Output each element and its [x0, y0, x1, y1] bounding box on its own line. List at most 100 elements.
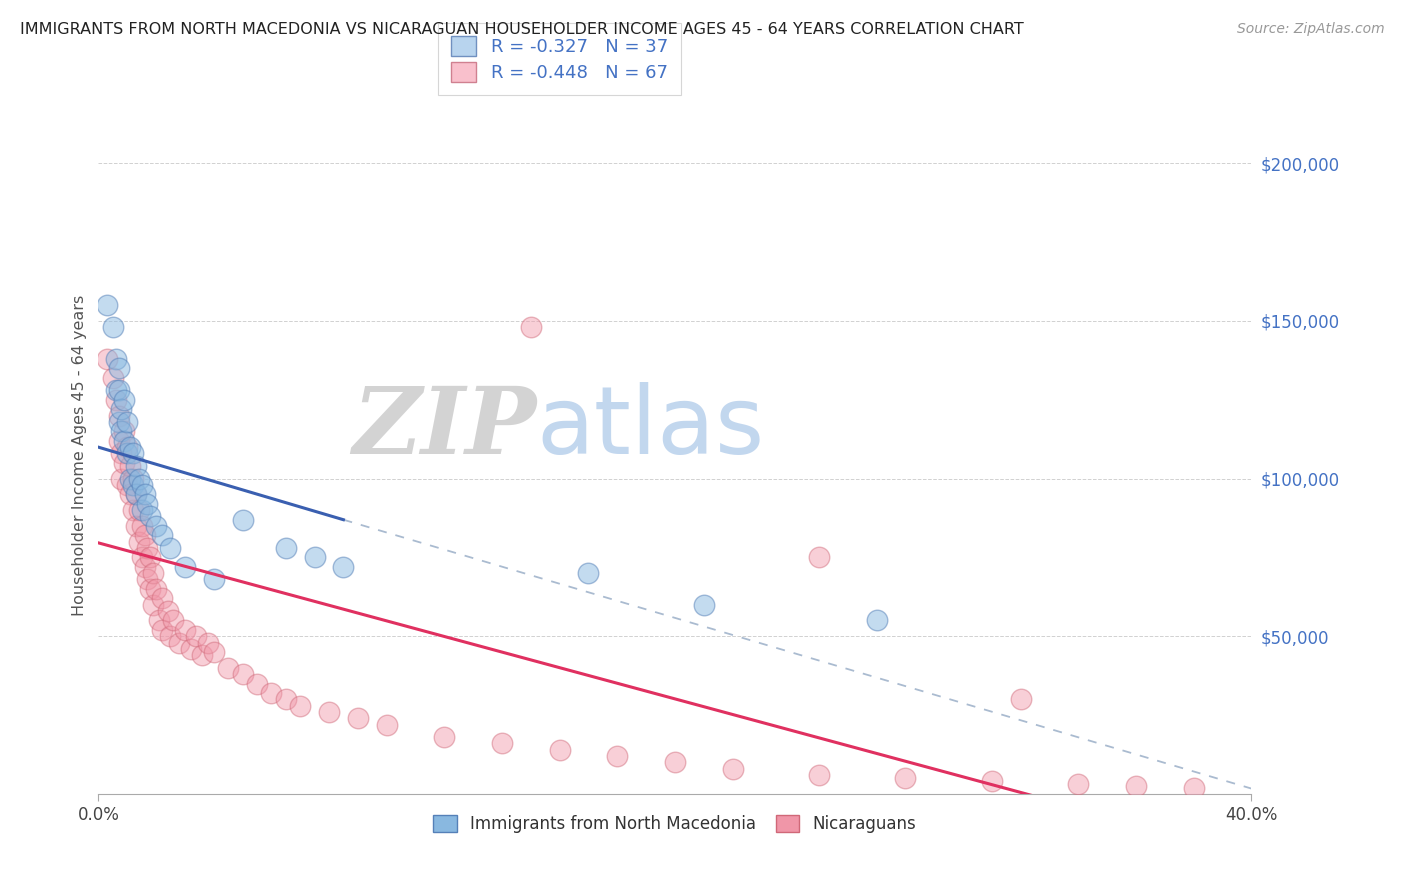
Point: [136, 573, 159, 587]
Point: [894, 771, 917, 785]
Point: [202, 645, 225, 659]
Legend: Immigrants from North Macedonia, Nicaraguans: Immigrants from North Macedonia, Nicarag…: [426, 808, 924, 839]
Point: [107, 409, 129, 423]
Point: [134, 528, 156, 542]
Point: [120, 472, 142, 486]
Point: [125, 458, 148, 473]
Point: [112, 424, 135, 438]
Point: [808, 550, 831, 565]
Point: [120, 440, 142, 454]
Point: [101, 370, 124, 384]
Text: atlas: atlas: [537, 382, 765, 474]
Point: [148, 614, 170, 628]
Point: [134, 487, 156, 501]
Point: [122, 478, 145, 492]
Point: [131, 478, 153, 492]
Point: [246, 676, 269, 690]
Point: [274, 541, 297, 555]
Point: [1182, 780, 1205, 795]
Point: [548, 743, 571, 757]
Point: [112, 434, 135, 448]
Point: [136, 541, 159, 555]
Point: [866, 614, 889, 628]
Point: [101, 320, 124, 334]
Point: [1010, 692, 1032, 706]
Point: [375, 717, 398, 731]
Point: [260, 686, 283, 700]
Point: [142, 566, 165, 581]
Point: [318, 705, 340, 719]
Point: [721, 762, 744, 776]
Point: [96, 351, 118, 366]
Point: [131, 550, 153, 565]
Point: [117, 415, 139, 429]
Point: [332, 559, 354, 574]
Point: [120, 487, 142, 501]
Point: [122, 446, 145, 460]
Point: [104, 384, 127, 398]
Y-axis label: Householder Income Ages 45 - 64 years: Householder Income Ages 45 - 64 years: [72, 294, 87, 615]
Point: [134, 559, 156, 574]
Point: [578, 566, 600, 581]
Point: [304, 550, 326, 565]
Point: [110, 472, 132, 486]
Point: [231, 512, 254, 526]
Point: [142, 598, 165, 612]
Point: [110, 402, 132, 417]
Point: [1067, 777, 1090, 791]
Point: [125, 487, 148, 501]
Point: [112, 456, 135, 470]
Point: [202, 573, 225, 587]
Point: [128, 472, 150, 486]
Point: [159, 541, 181, 555]
Point: [125, 487, 148, 501]
Point: [231, 667, 254, 681]
Point: [107, 434, 129, 448]
Point: [191, 648, 214, 662]
Point: [290, 698, 312, 713]
Point: [145, 519, 167, 533]
Point: [150, 528, 173, 542]
Point: [981, 774, 1004, 789]
Point: [174, 623, 197, 637]
Point: [1125, 779, 1147, 793]
Point: [606, 749, 628, 764]
Point: [491, 736, 513, 750]
Point: [128, 534, 150, 549]
Point: [117, 446, 139, 460]
Point: [125, 519, 148, 533]
Point: [104, 392, 127, 407]
Point: [197, 635, 219, 649]
Point: [808, 768, 831, 782]
Point: [107, 361, 129, 376]
Point: [520, 320, 543, 334]
Point: [162, 614, 184, 628]
Point: [174, 559, 197, 574]
Point: [110, 446, 132, 460]
Point: [122, 503, 145, 517]
Point: [274, 692, 297, 706]
Point: [159, 629, 181, 643]
Point: [128, 503, 150, 517]
Point: [117, 478, 139, 492]
Point: [150, 623, 173, 637]
Point: [693, 598, 716, 612]
Point: [131, 503, 153, 517]
Point: [110, 424, 132, 438]
Point: [180, 641, 202, 656]
Point: [122, 472, 145, 486]
Point: [156, 604, 179, 618]
Point: [145, 582, 167, 596]
Point: [136, 497, 159, 511]
Point: [96, 298, 118, 312]
Point: [217, 661, 239, 675]
Point: [139, 582, 162, 596]
Point: [104, 351, 127, 366]
Point: [131, 519, 153, 533]
Point: [107, 384, 129, 398]
Text: IMMIGRANTS FROM NORTH MACEDONIA VS NICARAGUAN HOUSEHOLDER INCOME AGES 45 - 64 YE: IMMIGRANTS FROM NORTH MACEDONIA VS NICAR…: [20, 22, 1024, 37]
Text: Source: ZipAtlas.com: Source: ZipAtlas.com: [1237, 22, 1385, 37]
Point: [150, 591, 173, 606]
Point: [186, 629, 208, 643]
Point: [346, 711, 368, 725]
